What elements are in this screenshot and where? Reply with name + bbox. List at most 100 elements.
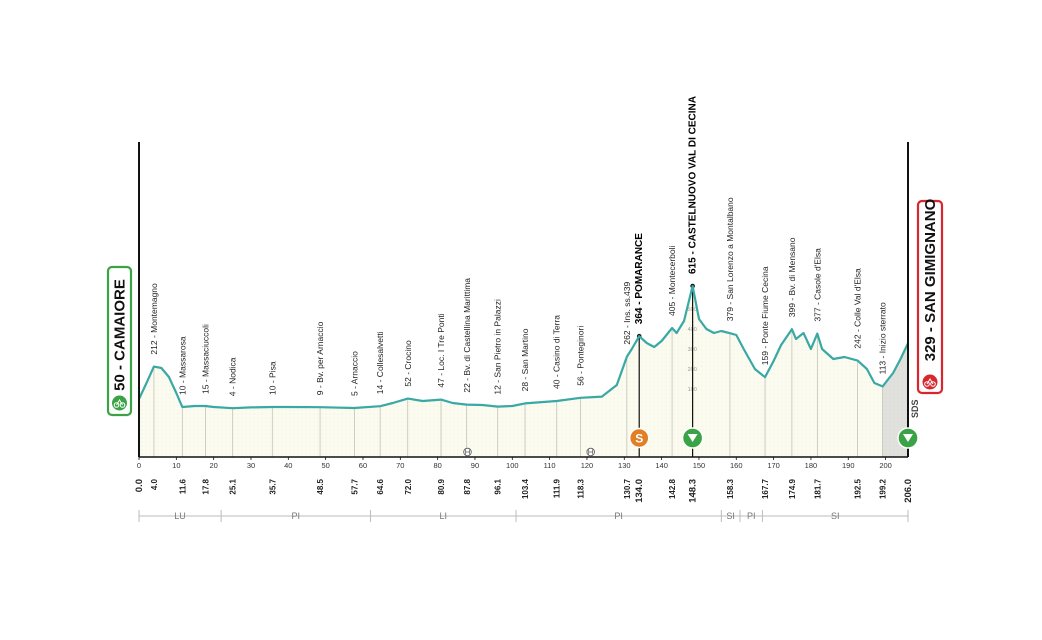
waypoint-km: 167.7 <box>761 478 770 499</box>
elevation-line-path <box>138 284 909 410</box>
gravel-section <box>882 343 908 457</box>
x-tick-label: 140 <box>655 461 668 470</box>
waypoint-km: 35.7 <box>268 478 277 494</box>
markers: S SDS <box>463 399 920 457</box>
endpoints: 50 - CAMAIORE 329 - SAN GIMIGNANO <box>106 198 944 417</box>
waypoint-km: 80.9 <box>437 478 446 494</box>
x-tick-label: 20 <box>209 461 217 470</box>
finish-name: 329 - SAN GIMIGNANO <box>922 198 939 361</box>
triangle-down-icon <box>687 434 698 442</box>
waypoint-km: 11.6 <box>178 478 187 494</box>
x-axis: 0 10 20 30 40 50 60 70 80 90 100 110 120 130 140 150 160… <box>134 456 914 503</box>
x-tick-label: 40 <box>284 461 292 470</box>
waypoint-km: 96.1 <box>494 478 503 494</box>
x-tick-label: 110 <box>544 461 556 470</box>
x-tick-label: 0 <box>137 461 141 470</box>
x-tick-label: 180 <box>805 461 818 470</box>
waypoint-label: 5 - Arnaccio <box>349 351 359 396</box>
waypoint-km: 192.5 <box>854 478 863 499</box>
bike-icon <box>921 373 939 391</box>
sprint-symbol: S <box>635 432 643 446</box>
x-tick-label: 150 <box>693 461 706 470</box>
waypoint-label: 364 - POMARANCE <box>634 233 645 324</box>
feed-zone-icon <box>897 427 919 449</box>
waypoint-km: 181.7 <box>813 478 822 499</box>
region-label: SI <box>831 511 840 521</box>
x-tick-label: 160 <box>730 461 743 470</box>
x-tick-label: 50 <box>321 461 329 470</box>
region-label: SI <box>726 511 735 521</box>
region-bar: LU PI LI PI SI PI SI <box>138 510 909 522</box>
waypoint-label: 377 - Casole d'Elsa <box>812 248 822 322</box>
start-km: 0.0 <box>134 479 145 492</box>
waypoint-km: 87.8 <box>463 478 472 494</box>
waypoint-km: 134.0 <box>634 479 645 503</box>
waypoint-label: 40 - Casino di Terra <box>552 315 562 389</box>
x-tick-label: 200 <box>879 461 892 470</box>
waypoint-label: 399 - Bv. di Mensano <box>787 237 797 317</box>
waypoint-label: 10 - Massarosa <box>177 336 187 395</box>
waypoint-km: 48.5 <box>316 478 325 494</box>
waypoint-label: 14 - Collesalvetti <box>375 331 385 394</box>
gravel-sector-label: SDS <box>910 399 920 418</box>
finish-km: 206.0 <box>903 479 914 503</box>
waypoint-label: 9 - Bv. per Arnaccio <box>315 321 325 395</box>
waypoint-labels: 212 - Montemagno 4.0 10 - Massarosa 11.6 15 … <box>149 96 888 503</box>
waypoint-km: 17.8 <box>201 478 210 494</box>
x-tick-label: 80 <box>433 461 441 470</box>
region-label: PI <box>747 511 756 521</box>
region-label: PI <box>292 511 301 521</box>
waypoint-km: 4.0 <box>150 478 159 490</box>
waypoint-label: 10 - Pisa <box>267 361 277 395</box>
region-label: LU <box>174 511 186 521</box>
x-tick-label: 60 <box>359 461 367 470</box>
intermediate-sprint-icon: S <box>629 427 650 449</box>
elevation-line <box>138 142 909 457</box>
waypoint-label: 212 - Montemagno <box>149 283 159 355</box>
waypoint-km: 64.6 <box>376 478 385 494</box>
x-tick-label: 30 <box>247 461 255 470</box>
waypoint-km: 103.4 <box>521 478 530 499</box>
waypoint-km: 174.9 <box>788 478 797 499</box>
start-name: 50 - CAMAIORE <box>112 279 129 391</box>
railway-crossing-icon <box>586 447 595 457</box>
waypoint-km: 118.3 <box>577 478 586 498</box>
waypoint-label: 56 - Ponteginori <box>576 326 586 386</box>
x-tick-label: 190 <box>842 461 855 470</box>
waypoint-km: 142.8 <box>668 478 677 499</box>
bike-icon <box>111 394 128 412</box>
elevation-area-texture <box>139 286 908 457</box>
waypoint-km: 72.0 <box>404 478 413 494</box>
waypoint-label: 262 - Ins. ss.439 <box>622 281 632 344</box>
region-label: PI <box>614 511 623 521</box>
waypoint-km: 111.9 <box>553 478 562 498</box>
waypoint-label: 405 - Montecerboli <box>667 245 677 316</box>
region-label: LI <box>439 511 447 521</box>
waypoint-label: 47 - Loc. I Tre Ponti <box>436 313 446 387</box>
waypoint-km: 130.7 <box>623 478 632 499</box>
waypoint-label: 12 - San Pietro in Palazzi <box>493 299 503 395</box>
x-tick-label: 120 <box>581 461 594 470</box>
finish-label-box: 329 - SAN GIMIGNANO <box>916 198 944 395</box>
waypoint-label: 28 - San Martino <box>520 328 530 391</box>
railway-crossing-icon <box>463 447 472 457</box>
waypoint-label: 15 - Massaciuccoli <box>200 324 210 394</box>
waypoint-label: 379 - San Lorenzo a Montalbano <box>725 197 735 321</box>
start-label-box: 50 - CAMAIORE <box>106 265 133 417</box>
feed-zone-icon <box>681 427 704 449</box>
waypoint-label: 22 - Bv. di Castellina Marittima <box>462 278 472 393</box>
triangle-down-icon <box>903 434 913 442</box>
waypoint-km: 57.7 <box>350 478 359 494</box>
waypoint-km: 199.2 <box>879 478 888 499</box>
waypoint-label: 159 - Ponte Fiume Cecina <box>760 266 770 365</box>
waypoint-label: 4 - Nodica <box>228 357 238 396</box>
x-tick-label: 10 <box>172 461 180 470</box>
x-tick-label: 130 <box>618 461 631 470</box>
waypoint-label: 615 - CASTELNUOVO VAL DI CECINA <box>688 96 699 274</box>
waypoint-km: 148.3 <box>688 479 699 503</box>
x-tick-label: 100 <box>506 461 519 470</box>
waypoint-label: 52 - Crocino <box>403 340 413 387</box>
x-tick-label: 70 <box>396 461 404 470</box>
waypoint-km: 158.3 <box>726 478 735 499</box>
